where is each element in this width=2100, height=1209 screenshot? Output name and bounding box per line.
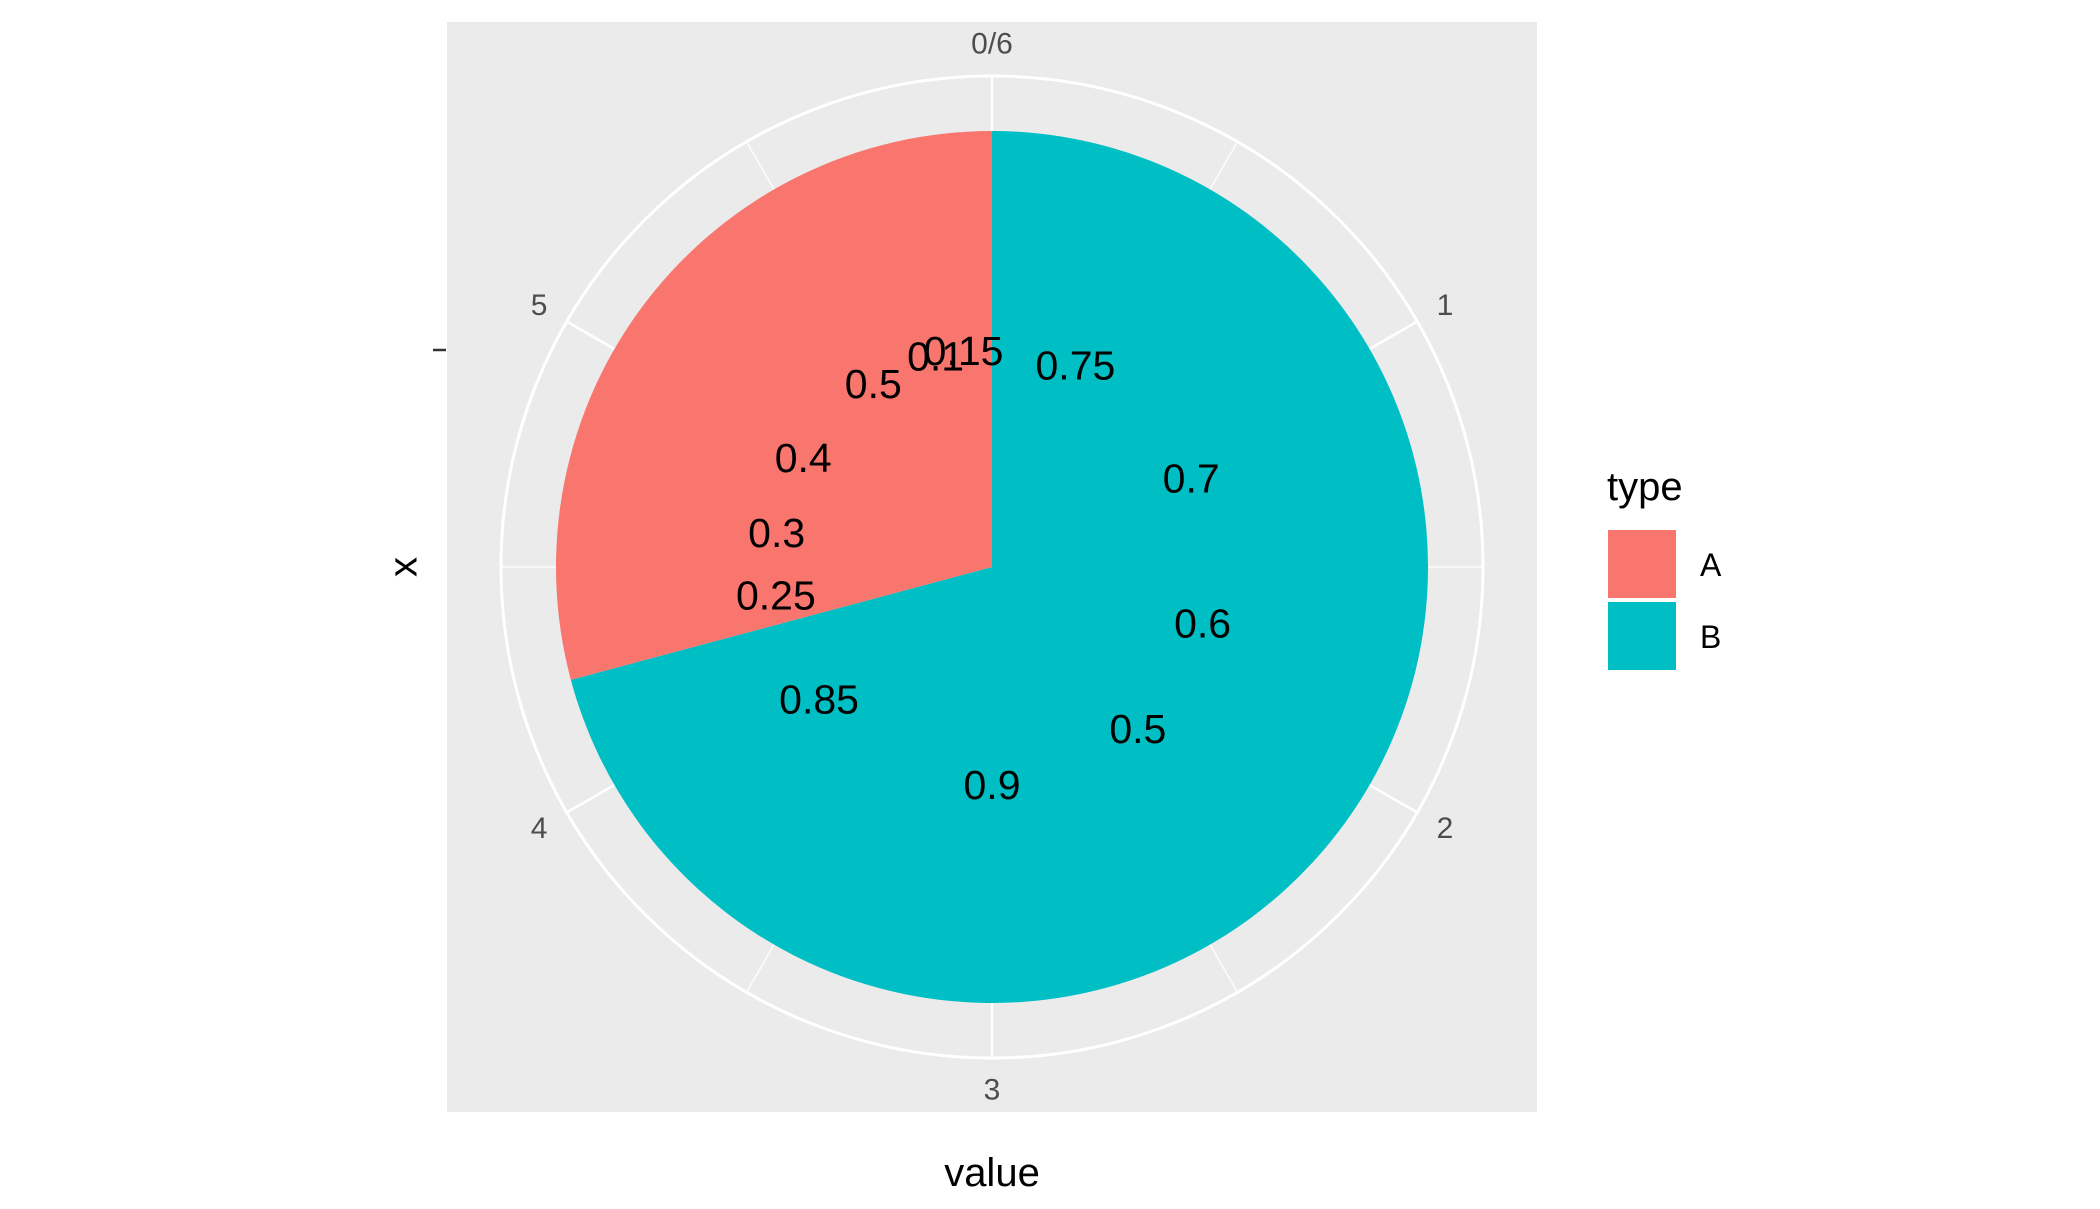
data-label: 0.85 <box>779 677 859 723</box>
pie-slice-b <box>570 131 1429 1003</box>
y-axis-title: x <box>382 557 426 577</box>
data-label: 0.25 <box>736 572 816 618</box>
data-label: 0.9 <box>964 762 1021 808</box>
legend-label-b: B <box>1700 619 1721 655</box>
legend-key-b <box>1608 602 1676 670</box>
data-labels: 0.750.70.60.50.90.850.250.30.40.50.10.15 <box>736 328 1231 808</box>
data-label: 0.1 <box>907 333 964 379</box>
data-label: 0.15 <box>924 328 1004 374</box>
pie-slices <box>556 131 1429 1003</box>
legend-key-a <box>1608 530 1676 598</box>
data-label: 0.5 <box>845 361 902 407</box>
data-label: 0.6 <box>1174 600 1231 646</box>
x-axis-title: value <box>944 1151 1040 1195</box>
legend-title: type <box>1607 465 1683 509</box>
data-label: 0.4 <box>775 435 832 481</box>
theta-tick-label: 5 <box>531 289 548 322</box>
theta-tick-label: 3 <box>984 1074 1001 1107</box>
legend-label-a: A <box>1700 547 1722 583</box>
data-label: 0.3 <box>748 510 805 556</box>
theta-tick-label: 1 <box>1437 289 1454 322</box>
data-label: 0.5 <box>1109 706 1166 752</box>
theta-tick-label: 0/6 <box>971 28 1013 61</box>
theta-tick-label: 4 <box>531 812 548 845</box>
data-label: 0.75 <box>1036 343 1116 389</box>
legend: type A B <box>1607 465 1722 670</box>
theta-tick-labels: 0/6 1 2 3 4 5 <box>531 28 1454 1107</box>
data-label: 0.7 <box>1163 455 1220 501</box>
theta-tick-label: 2 <box>1437 812 1454 845</box>
pie-slice-a <box>556 131 992 680</box>
